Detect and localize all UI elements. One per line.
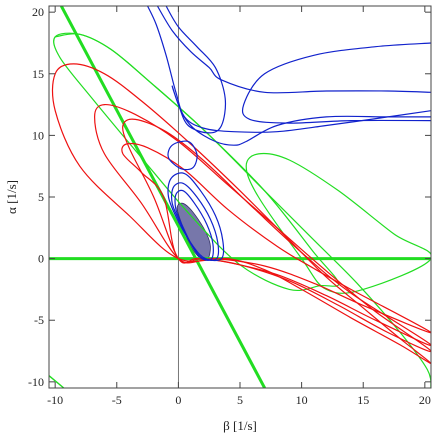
y-axis-label: α [1/s] [4, 180, 19, 214]
y-tick-label: 10 [32, 128, 44, 142]
y-tick-label: 5 [38, 190, 44, 204]
x-axis-label: β [1/s] [223, 418, 257, 433]
y-tick-label: -10 [28, 375, 44, 389]
x-tick-label: 20 [419, 393, 431, 407]
red-closed-curve-8 [94, 103, 431, 353]
x-tick-label: -10 [47, 393, 63, 407]
y-tick-label: 20 [32, 5, 44, 19]
red-closed-curve-10 [121, 142, 431, 334]
blue-curve-curve-14 [241, 42, 431, 124]
green-curve-curve-4 [55, 33, 431, 388]
x-tick-label: -5 [112, 393, 122, 407]
x-tick-label: 5 [237, 393, 243, 407]
y-tick-label: -5 [34, 313, 44, 327]
axis-ticks [49, 6, 431, 388]
x-tick-label: 15 [357, 393, 369, 407]
x-tick-label: 0 [175, 393, 181, 407]
red-closed-curve-9 [122, 118, 431, 347]
blue-closed-curve-16 [167, 172, 225, 262]
red-closed-curve-7 [51, 63, 431, 365]
y-tick-label: 15 [32, 67, 44, 81]
x-tick-label: 10 [296, 393, 308, 407]
blue-curve-curve-13 [165, 6, 431, 146]
green-line-curve-3 [49, 375, 65, 388]
green-closed-curve-6 [245, 152, 431, 294]
x-tick-labels: -10 -5 0 5 10 15 20 [47, 393, 431, 407]
contour-curves [49, 6, 431, 388]
green-closed-curve-5 [53, 32, 340, 292]
blue-closed-curve-17 [170, 182, 220, 261]
blue-closed-curve-18 [174, 189, 214, 261]
blue-curve-curve-12 [156, 6, 431, 94]
blue-closed-curve-15 [167, 140, 198, 171]
y-tick-label: 0 [38, 252, 44, 266]
blue-curve-curve-11 [147, 6, 431, 133]
y-tick-labels: -10 -5 0 5 10 15 20 [28, 5, 44, 389]
